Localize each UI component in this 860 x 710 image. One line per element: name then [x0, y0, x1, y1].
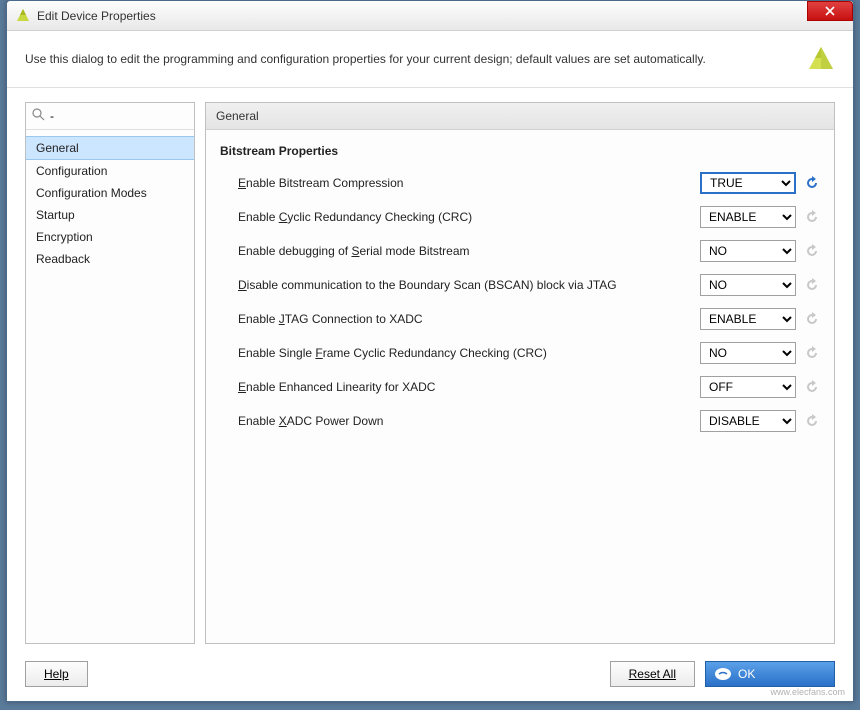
sidebar-item-readback[interactable]: Readback — [26, 248, 194, 270]
panel-header: General — [206, 103, 834, 130]
property-row: Enable JTAG Connection to XADCENABLE — [220, 308, 820, 330]
close-button[interactable] — [807, 1, 853, 21]
property-row: Enable Enhanced Linearity for XADCOFF — [220, 376, 820, 398]
property-row: Disable communication to the Boundary Sc… — [220, 274, 820, 296]
ok-button[interactable]: OK — [705, 661, 835, 687]
reset-all-button[interactable]: Reset All — [610, 661, 695, 687]
property-select[interactable]: ENABLE — [700, 206, 796, 228]
main-panel: General Bitstream Properties Enable Bits… — [205, 102, 835, 644]
property-label: Enable Enhanced Linearity for XADC — [238, 380, 700, 394]
sidebar-item-general[interactable]: General — [26, 136, 194, 160]
property-label: Enable JTAG Connection to XADC — [238, 312, 700, 326]
search-input[interactable] — [32, 107, 207, 125]
sidebar-item-startup[interactable]: Startup — [26, 204, 194, 226]
search-row — [26, 103, 194, 130]
reset-icon — [804, 311, 820, 327]
vendor-logo-icon — [807, 45, 835, 73]
property-select[interactable]: ENABLE — [700, 308, 796, 330]
footer-right: Reset All OK — [610, 661, 835, 687]
section-title: Bitstream Properties — [220, 144, 820, 158]
property-label: Enable Cyclic Redundancy Checking (CRC) — [238, 210, 700, 224]
property-select[interactable]: OFF — [700, 376, 796, 398]
watermark: www.elecfans.com — [770, 687, 845, 697]
reset-icon — [804, 413, 820, 429]
reset-icon — [804, 209, 820, 225]
dialog-window: Edit Device Properties Use this dialog t… — [6, 0, 854, 702]
property-row: Enable debugging of Serial mode Bitstrea… — [220, 240, 820, 262]
panel-body: Bitstream Properties Enable Bitstream Co… — [206, 130, 834, 458]
property-label: Enable XADC Power Down — [238, 414, 700, 428]
property-row: Enable Single Frame Cyclic Redundancy Ch… — [220, 342, 820, 364]
properties-container: Enable Bitstream CompressionTRUE Enable C… — [220, 172, 820, 432]
titlebar: Edit Device Properties — [7, 1, 853, 31]
property-row: Enable Cyclic Redundancy Checking (CRC)E… — [220, 206, 820, 228]
ok-icon — [714, 667, 732, 681]
property-label: Enable Bitstream Compression — [238, 176, 700, 190]
close-icon — [825, 6, 835, 16]
property-label: Enable debugging of Serial mode Bitstrea… — [238, 244, 700, 258]
footer: Help Reset All OK — [25, 661, 835, 687]
property-label: Enable Single Frame Cyclic Redundancy Ch… — [238, 346, 700, 360]
reset-icon — [804, 243, 820, 259]
property-select[interactable]: NO — [700, 240, 796, 262]
property-row: Enable XADC Power DownDISABLE — [220, 410, 820, 432]
property-row: Enable Bitstream CompressionTRUE — [220, 172, 820, 194]
property-select[interactable]: DISABLE — [700, 410, 796, 432]
reset-icon — [804, 379, 820, 395]
search-icon — [32, 108, 45, 121]
sidebar-item-configuration-modes[interactable]: Configuration Modes — [26, 182, 194, 204]
reset-icon[interactable] — [804, 175, 820, 191]
property-select[interactable]: NO — [700, 274, 796, 296]
help-button[interactable]: Help — [25, 661, 88, 687]
property-label: Disable communication to the Boundary Sc… — [238, 278, 700, 292]
sidebar: GeneralConfigurationConfiguration ModesS… — [25, 102, 195, 644]
sidebar-item-configuration[interactable]: Configuration — [26, 160, 194, 182]
app-icon — [15, 8, 31, 24]
property-select[interactable]: TRUE — [700, 172, 796, 194]
window-title: Edit Device Properties — [37, 9, 156, 23]
description-bar: Use this dialog to edit the programming … — [7, 31, 853, 88]
content-area: GeneralConfigurationConfiguration ModesS… — [7, 88, 853, 644]
reset-icon — [804, 277, 820, 293]
property-select[interactable]: NO — [700, 342, 796, 364]
sidebar-list: GeneralConfigurationConfiguration ModesS… — [26, 130, 194, 276]
description-text: Use this dialog to edit the programming … — [25, 52, 706, 66]
sidebar-item-encryption[interactable]: Encryption — [26, 226, 194, 248]
reset-icon — [804, 345, 820, 361]
